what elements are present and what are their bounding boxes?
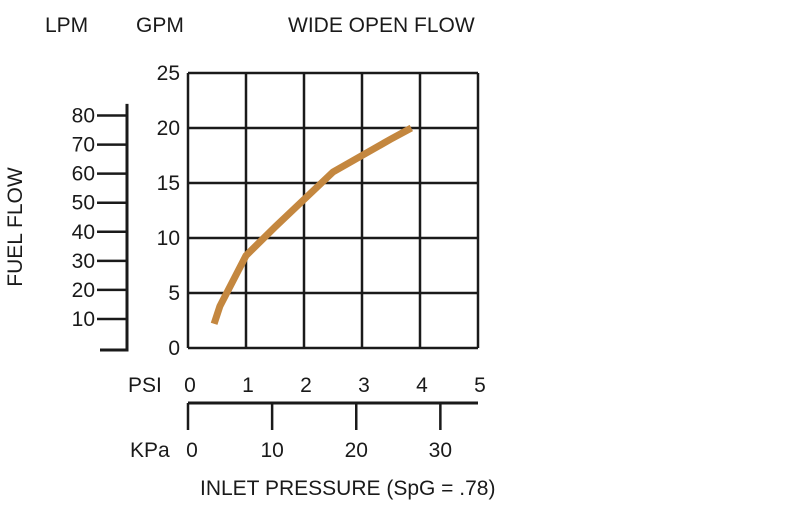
fuel-flow-axis-label: FUEL FLOW (4, 167, 27, 287)
lpm-unit-label: LPM (45, 14, 88, 37)
psi-tick-labels: 0 1 2 3 4 5 (184, 374, 486, 397)
gpm-tick-label: 5 (168, 282, 180, 305)
kpa-tick-label: 20 (345, 439, 368, 462)
gpm-tick-label: 25 (157, 62, 180, 85)
lpm-tick-label: 20 (72, 279, 95, 302)
gpm-tick-label: 0 (168, 337, 180, 360)
gpm-tick-label: 15 (157, 172, 180, 195)
lpm-tick-label: 10 (72, 308, 95, 331)
psi-tick-label: 5 (474, 374, 486, 397)
gpm-unit-label: GPM (136, 14, 184, 37)
kpa-scale: 0 10 20 30 (186, 401, 478, 462)
kpa-tick-label: 10 (260, 439, 283, 462)
lpm-tick-label: 60 (72, 163, 95, 186)
series-group (210, 124, 413, 325)
gpm-tick-label: 10 (157, 227, 180, 250)
psi-tick-label: 2 (300, 374, 312, 397)
gpm-tick-labels: 0 5 10 15 20 25 (157, 62, 180, 360)
gpm-tick-label: 20 (157, 117, 180, 140)
psi-tick-label: 3 (358, 374, 370, 397)
lpm-tick-label: 40 (72, 221, 95, 244)
psi-unit-label: PSI (128, 374, 162, 397)
lpm-tick-label: 70 (72, 134, 95, 157)
kpa-tick-label: 30 (429, 439, 452, 462)
lpm-scale: 10 20 30 40 50 60 70 80 (72, 103, 129, 352)
chart-title: WIDE OPEN FLOW (288, 14, 475, 37)
psi-tick-label: 0 (184, 374, 196, 397)
psi-tick-label: 1 (242, 374, 254, 397)
grid (186, 71, 480, 350)
kpa-unit-label: KPa (130, 439, 170, 462)
lpm-tick-label: 80 (72, 105, 95, 128)
lpm-tick-label: 50 (72, 192, 95, 215)
kpa-tick-label: 0 (186, 439, 198, 462)
flow-curve-line (210, 124, 413, 325)
psi-tick-label: 4 (416, 374, 428, 397)
lpm-tick-label: 30 (72, 250, 95, 273)
inlet-pressure-axis-label: INLET PRESSURE (SpG = .78) (200, 477, 495, 500)
